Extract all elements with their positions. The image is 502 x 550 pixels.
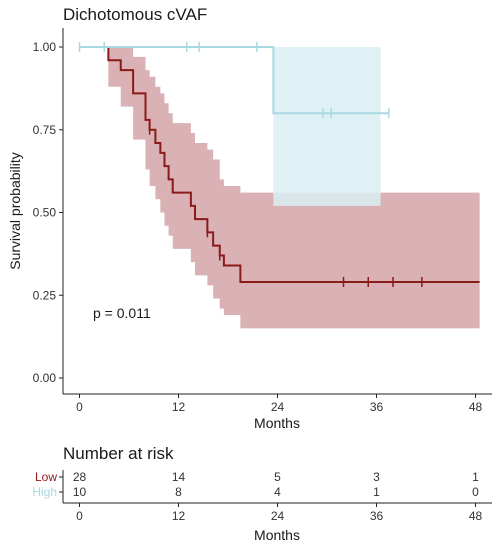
x-axis-ticks: 0 12 24 36 48 <box>76 394 482 414</box>
risk-x-tick-label: 24 <box>271 509 285 523</box>
risk-x-tick-label: 48 <box>469 509 483 523</box>
y-axis-label: Survival probability <box>7 152 23 270</box>
x-tick-label: 0 <box>76 400 83 414</box>
risk-count-high: 4 <box>274 485 281 499</box>
risk-table-title: Number at risk <box>63 444 174 463</box>
risk-count-low: 28 <box>73 470 87 484</box>
ci-band-high <box>79 47 381 206</box>
risk-count-low: 14 <box>172 470 186 484</box>
y-tick-label: 1.00 <box>33 40 57 54</box>
risk-row-label-high: High <box>32 485 57 499</box>
ci-band-low <box>79 47 480 329</box>
y-tick-label: 0.75 <box>33 123 57 137</box>
p-value-annotation: p = 0.011 <box>93 305 151 321</box>
risk-count-low: 3 <box>373 470 380 484</box>
x-tick-label: 24 <box>271 400 285 414</box>
risk-x-tick-label: 36 <box>370 509 384 523</box>
y-tick-label: 0.25 <box>33 288 57 302</box>
risk-x-tick-label: 0 <box>76 509 83 523</box>
survival-plot: Dichotomous cVAF 0.00 0.25 0.50 0.75 1.00 0 1… <box>7 5 492 431</box>
x-axis-label: Months <box>254 415 300 431</box>
confidence-bands <box>79 47 480 329</box>
y-tick-label: 0.50 <box>33 206 57 220</box>
risk-count-low: 1 <box>472 470 479 484</box>
x-tick-label: 36 <box>370 400 384 414</box>
y-axis-ticks: 0.00 0.25 0.50 0.75 1.00 <box>33 40 63 385</box>
risk-x-axis-label: Months <box>254 527 300 543</box>
survival-curve-low <box>79 46 480 284</box>
risk-count-high: 8 <box>175 485 182 499</box>
risk-x-axis-ticks: 0 12 24 36 48 <box>76 503 482 523</box>
risk-row-label-low: Low <box>35 470 57 484</box>
risk-count-high: 1 <box>373 485 380 499</box>
x-tick-label: 12 <box>172 400 186 414</box>
risk-count-high: 0 <box>472 485 479 499</box>
y-tick-label: 0.00 <box>33 371 57 385</box>
x-tick-label: 48 <box>469 400 483 414</box>
risk-count-high: 10 <box>73 485 87 499</box>
risk-x-tick-label: 12 <box>172 509 186 523</box>
chart-title: Dichotomous cVAF <box>63 5 207 24</box>
risk-count-low: 5 <box>274 470 281 484</box>
censor-marks <box>78 42 423 288</box>
